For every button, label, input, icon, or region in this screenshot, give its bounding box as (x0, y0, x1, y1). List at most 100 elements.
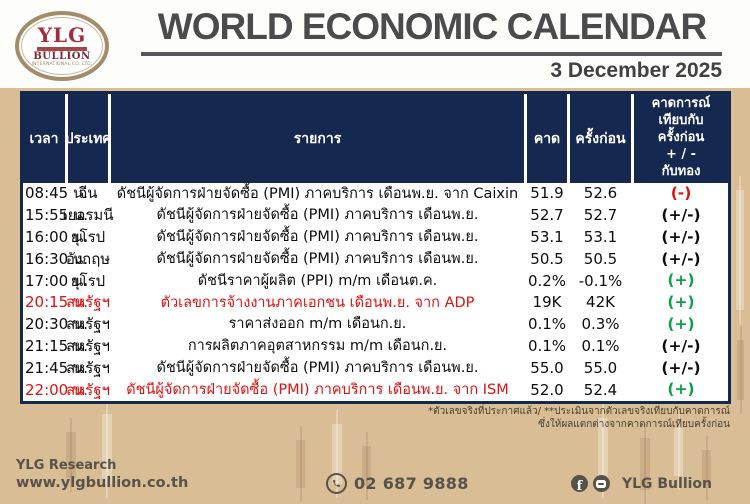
cell-country: สหรัฐฯ (66, 315, 110, 334)
column-header-previous: ครั้งก่อน (570, 94, 631, 183)
ylg-logo: YLG BULLION INTERNATIONAL CO.,LTD. (12, 9, 112, 83)
cell-outlook: (+/-) (661, 336, 701, 355)
watermark-candle (332, 410, 342, 498)
cell-forecast: 0.2% (527, 271, 567, 290)
cell-time: 22:00 น. (25, 380, 89, 399)
cell-outlook: (+) (667, 271, 695, 290)
watermark-candle (640, 424, 650, 504)
table-row: 21:45 น. สหรัฐฯ ดัชนีผู้จัดการฝ่ายจัดซื้อ … (23, 357, 728, 380)
report-date: 3 December 2025 (550, 59, 722, 82)
table-header-row: เวลา ประเทศ รายการ คาด ครั้งก่อน คาดการณ… (23, 94, 728, 183)
cell-country: สหรัฐฯ (66, 293, 110, 312)
cell-time: 15:55 น. (25, 206, 89, 225)
cell-time: 21:15 น. (25, 336, 89, 355)
cell-outlook: (+/-) (661, 227, 701, 246)
economic-calendar-table: เวลา ประเทศ รายการ คาด ครั้งก่อน คาดการณ… (20, 91, 731, 404)
cell-outlook: (+) (667, 380, 695, 399)
chat-bubble-icon (592, 475, 610, 492)
cell-previous: 52.7 (583, 206, 618, 225)
cell-event: ดัชนีผู้จัดการฝ่ายจัดซื้อ (PMI) ภาคบริกา… (126, 381, 509, 398)
facebook-glyph (577, 474, 583, 493)
cell-forecast: 0.1% (527, 336, 567, 355)
cell-country: จีน (78, 184, 98, 203)
cell-forecast: 19K (532, 293, 562, 312)
footer-left-block: YLG Research www.ylgbullion.co.th (16, 458, 188, 492)
cell-previous: 55.0 (583, 358, 618, 377)
footnote-line-2: ซึ่งให้ผลแตกต่างจากคาดการณ์เทียบครั้งก่อ… (538, 419, 730, 430)
cell-previous: 0.3% (581, 315, 620, 334)
calendar-table-body: 08:45 น. จีนดัชนีผู้จัดการฝ่ายจัดซื้อ (PM… (23, 183, 728, 401)
watermark-candle (674, 414, 683, 490)
cell-outlook: (+/-) (661, 249, 701, 268)
table-row: 17:00 น. ยุโรป ดัชนีราคาผู้ผลิต (PPI) m/m … (23, 270, 728, 292)
cell-forecast: 55.0 (530, 358, 564, 377)
footer-research-label: YLG Research (16, 458, 117, 473)
footnote-line-1: *ตัวเลขจริงที่ประกาศแล้ว/ **ประเมินจากตั… (428, 406, 730, 417)
facebook-icon (570, 474, 588, 493)
cell-time: 16:30 น. (25, 249, 89, 268)
footnote: *ตัวเลขจริงที่ประกาศแล้ว/ **ประเมินจากตั… (428, 405, 730, 431)
chat-bubble-inner (596, 479, 607, 488)
logo-divider (37, 46, 87, 51)
cell-country: สหรัฐฯ (66, 336, 110, 355)
table-row: 20:15 น. สหรัฐฯ ตัวเลขการจ้างงานภาคเอกชน เ… (23, 291, 728, 314)
footer-phone-number: 02 687 9888 (354, 474, 469, 493)
watermark-candle (296, 426, 305, 502)
logo-name: YLG (37, 22, 87, 47)
cell-event: ราคาส่งออก m/m เดือนก.ย. (228, 316, 407, 333)
table-row: 21:15 น. สหรัฐฯ การผลิตภาคอุตสาหกรรม m/m เ… (23, 335, 728, 358)
cell-time: 20:30 น. (25, 315, 89, 334)
watermark-candle (737, 326, 744, 414)
cell-country: สหรัฐฯ (66, 380, 110, 399)
footer-social-label: YLG Bullion (621, 475, 712, 492)
cell-previous: -0.1% (578, 271, 623, 290)
cell-event: ตัวเลขการจ้างงานภาคเอกชน เดือนพ.ย. จาก A… (160, 294, 475, 311)
cell-event: ดัชนีผู้จัดการฝ่ายจัดซื้อ (PMI) ภาคบริกา… (156, 229, 479, 246)
cell-forecast: 51.9 (530, 184, 564, 203)
phone-icon (326, 473, 347, 494)
table-row: 20:30 น. สหรัฐฯ ราคาส่งออก m/m เดือนก.ย. 0.… (23, 313, 728, 336)
cell-time: 16:00 น. (25, 227, 89, 246)
logo-subtitle: BULLION (33, 50, 91, 62)
cell-forecast: 53.1 (530, 227, 564, 246)
cell-outlook: (+) (667, 314, 695, 333)
watermark-candle (598, 404, 608, 498)
column-header-time: เวลา (23, 94, 65, 183)
cell-time: 17:00 น. (25, 271, 89, 290)
column-header-forecast: คาด (527, 94, 567, 183)
cell-forecast: 52.0 (530, 380, 564, 399)
cell-previous: 52.6 (583, 184, 618, 203)
cell-country: สหรัฐฯ (66, 358, 110, 377)
cell-time: 20:15 น. (25, 293, 89, 312)
table-row: 08:45 น. จีน ดัชนีผู้จัดการฝ่ายจัดซื้อ (PM… (23, 183, 728, 205)
cell-event: ดัชนีผู้จัดการฝ่ายจัดซื้อ (PMI) ภาคบริกา… (156, 251, 479, 268)
footer-phone-block: 02 687 9888 (326, 473, 469, 494)
logo-tagline: INTERNATIONAL CO.,LTD. (31, 61, 93, 67)
table-row: 16:00 น. ยุโรป ดัชนีผู้จัดการฝ่ายจัดซื้อ (… (23, 226, 728, 249)
cell-previous: 52.4 (583, 380, 618, 399)
cell-country: เยอรมนี (62, 206, 114, 225)
table-row: 15:55 น. เยอรมนี ดัชนีผู้จัดการฝ่ายจัดซื้อ… (23, 204, 728, 227)
footer-social-block: YLG Bullion (570, 474, 712, 493)
title-underline (141, 52, 722, 56)
column-header-outlook-vs-gold: คาดการณ์ เทียบกับ ครั้งก่อน + / - กับทอง (634, 94, 728, 183)
cell-event: ดัชนีราคาผู้ผลิต (PPI) m/m เดือนต.ค. (197, 272, 438, 289)
cell-previous: 53.1 (583, 227, 618, 246)
cell-outlook: (+) (667, 293, 695, 312)
cell-time: 08:45 น. (25, 184, 89, 203)
cell-outlook: (+/-) (661, 205, 701, 224)
cell-country: อังกฤษ (65, 249, 111, 268)
cell-forecast: 0.1% (527, 315, 567, 334)
cell-forecast: 52.7 (530, 206, 564, 225)
table-row: 16:30 น. อังกฤษ ดัชนีผู้จัดการฝ่ายจัดซื้อ … (23, 248, 728, 271)
ylg-logo-ellipse: YLG BULLION INTERNATIONAL CO.,LTD. (15, 11, 109, 81)
watermark-candle (66, 418, 76, 492)
cell-event: ดัชนีผู้จัดการฝ่ายจัดซื้อ (PMI) ภาคบริกา… (156, 207, 479, 224)
cell-previous: 42K (586, 293, 615, 312)
cell-time: 21:45 น. (25, 358, 89, 377)
header: YLG BULLION INTERNATIONAL CO.,LTD. WORLD… (0, 0, 750, 88)
cell-previous: 0.1% (581, 336, 620, 355)
page-title: WORLD ECONOMIC CALENDAR (157, 6, 707, 47)
cell-outlook: (-) (670, 184, 692, 203)
